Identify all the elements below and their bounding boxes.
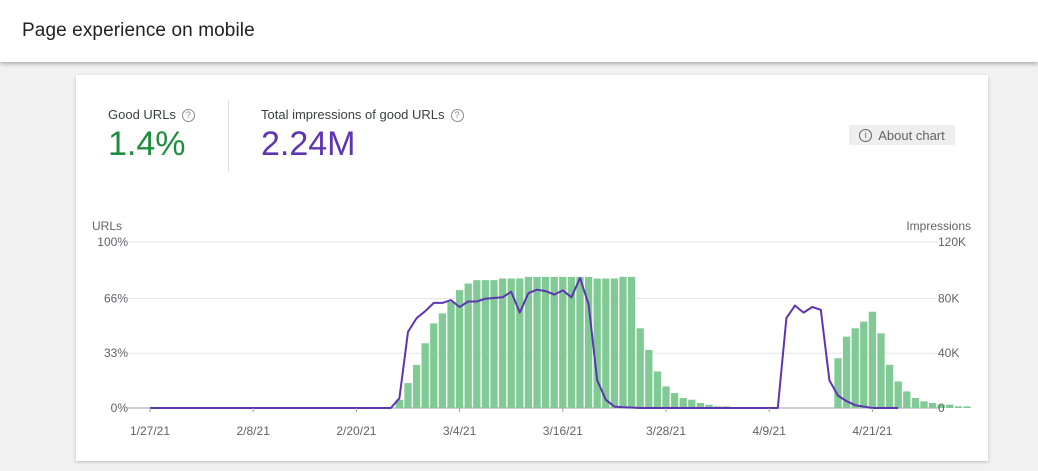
- y2-axis-label: Impressions: [906, 219, 971, 233]
- url-bar: [490, 280, 498, 408]
- y-axis-label: URLs: [92, 219, 122, 233]
- url-bar: [653, 371, 662, 408]
- x-tick-label: 3/28/21: [646, 424, 686, 438]
- x-tick-label: 4/21/21: [852, 424, 892, 438]
- url-bar: [404, 383, 412, 408]
- url-bar: [473, 280, 481, 408]
- url-bar: [524, 276, 533, 408]
- good-urls-value: 1.4%: [108, 125, 186, 163]
- url-bar: [421, 343, 429, 408]
- url-bar: [610, 278, 619, 408]
- good-urls-label: Good URLs: [108, 107, 176, 122]
- url-bar: [868, 311, 877, 408]
- url-bar: [584, 276, 593, 408]
- url-bar: [679, 398, 687, 408]
- x-tick-label: 4/9/21: [753, 424, 787, 438]
- url-bar: [842, 336, 851, 408]
- url-bar: [567, 276, 576, 408]
- url-bar: [954, 406, 963, 408]
- help-icon[interactable]: ?: [181, 109, 195, 122]
- y-tick-label: 100%: [97, 235, 128, 249]
- y-tick-label: 66%: [104, 291, 128, 305]
- header-bar: Page experience on mobile: [0, 0, 1038, 62]
- x-tick-label: 2/20/21: [336, 424, 376, 438]
- url-bar: [920, 401, 928, 408]
- about-chart-label: About chart: [878, 127, 945, 143]
- url-bar: [395, 399, 404, 408]
- url-bar: [963, 406, 971, 408]
- url-bar: [662, 386, 670, 408]
- url-bar: [627, 276, 636, 408]
- y-tick-label: 0%: [111, 401, 129, 415]
- x-tick-label: 1/27/21: [130, 424, 170, 438]
- url-bar: [670, 393, 679, 408]
- metric-divider: [228, 100, 229, 172]
- impressions-value: 2.24M: [261, 125, 356, 163]
- url-bar: [464, 283, 472, 408]
- url-bar: [498, 278, 507, 408]
- url-bar: [541, 276, 550, 408]
- y2-tick-label: 40K: [938, 346, 959, 360]
- url-bar: [602, 278, 610, 408]
- impressions-label: Total impressions of good URLs: [261, 107, 445, 122]
- url-bar: [894, 381, 902, 408]
- url-bar: [903, 391, 911, 408]
- url-bar: [834, 358, 842, 408]
- url-bar: [533, 276, 541, 408]
- y2-tick-label: 0: [938, 401, 945, 415]
- url-bar: [481, 280, 490, 408]
- page-title: Page experience on mobile: [22, 20, 255, 41]
- y2-tick-label: 80K: [938, 291, 959, 305]
- url-bar: [412, 364, 421, 408]
- url-bar: [696, 403, 705, 408]
- url-bar: [645, 349, 653, 408]
- about-chart-button[interactable]: i About chart: [849, 125, 955, 145]
- url-bar: [946, 404, 954, 408]
- url-bar: [636, 328, 644, 408]
- url-bar: [885, 364, 894, 408]
- url-bar: [851, 328, 859, 408]
- url-bar: [447, 301, 455, 408]
- url-bar: [619, 276, 627, 408]
- url-bar: [911, 398, 920, 408]
- x-tick-label: 2/8/21: [237, 424, 271, 438]
- url-bar: [507, 278, 515, 408]
- url-bar: [593, 278, 601, 408]
- y-tick-label: 33%: [104, 346, 128, 360]
- url-bar: [705, 404, 713, 408]
- x-tick-label: 3/4/21: [443, 424, 477, 438]
- url-bar: [937, 404, 945, 408]
- url-bar: [430, 323, 438, 408]
- impressions-line: [150, 277, 899, 409]
- url-bar: [438, 313, 447, 408]
- good-urls-metric[interactable]: Good URLs? 1.4%: [108, 107, 195, 164]
- y2-tick-label: 120K: [938, 235, 966, 249]
- url-bar: [928, 403, 937, 408]
- help-icon[interactable]: ?: [450, 109, 464, 122]
- url-bar: [455, 290, 464, 408]
- x-tick-label: 3/16/21: [543, 424, 583, 438]
- url-bar: [877, 333, 885, 408]
- url-bar: [550, 276, 558, 408]
- impressions-metric[interactable]: Total impressions of good URLs? 2.24M: [261, 107, 464, 164]
- url-bar: [860, 321, 868, 408]
- url-bar: [688, 399, 696, 408]
- url-bar: [576, 276, 584, 408]
- url-bar: [559, 276, 567, 408]
- info-icon: i: [859, 128, 873, 142]
- url-bar: [516, 278, 524, 408]
